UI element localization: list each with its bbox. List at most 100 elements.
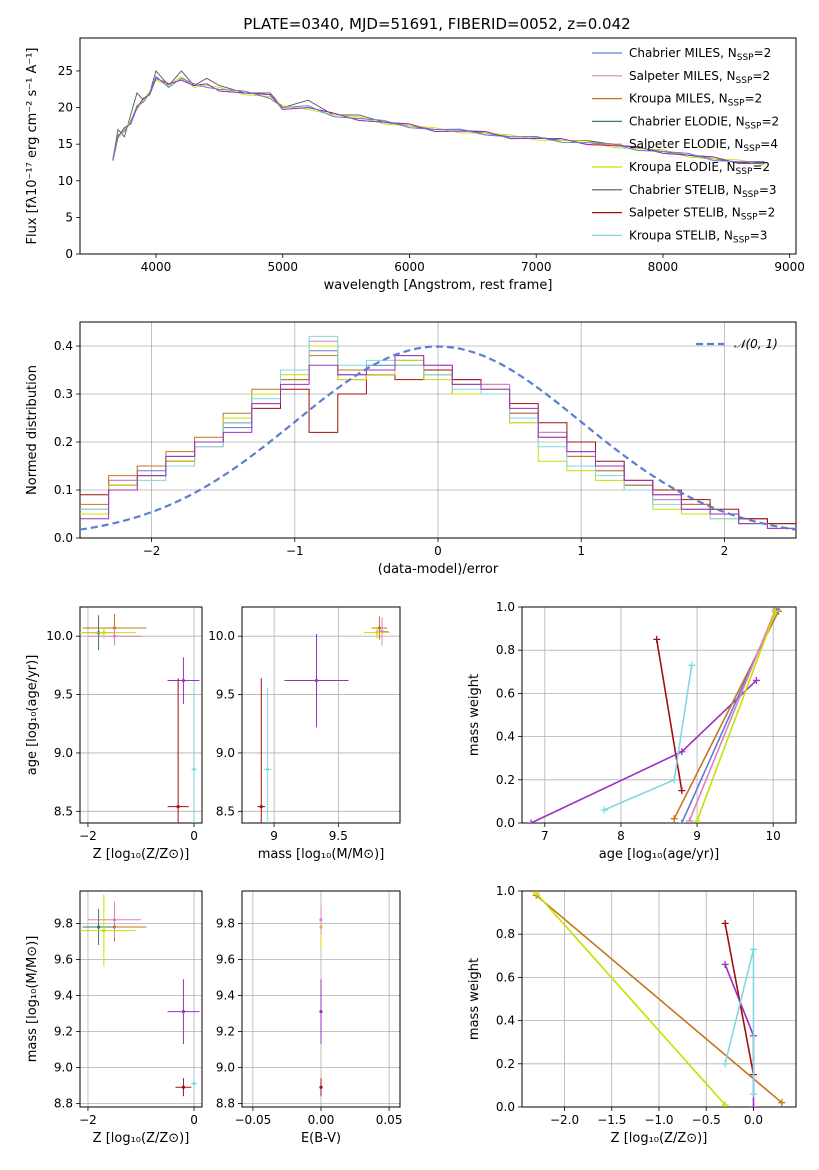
x-tick-label: 9.5 (329, 829, 348, 843)
scatter-point (102, 929, 106, 933)
legend-label-sub: SSP (736, 76, 753, 86)
panel-mass_weight_vs_age: 7 8 9 10 0.0 0.2 0.4 0.6 0.8 1.0 age [log₁₀(age/yr… (467, 600, 797, 862)
axes-frame (521, 606, 797, 824)
legend-label-sub: SSP (737, 53, 754, 63)
x-tick-label: −1.0 (644, 1113, 673, 1127)
y-tick-label: 8.8 (54, 1096, 73, 1110)
x-tick-label: 9000 (774, 260, 805, 274)
x-axis-label: mass [log₁₀(M/M⊙)] (258, 847, 385, 862)
y-tick-label: 9.8 (216, 916, 235, 930)
series-line (696, 611, 777, 822)
plus-marker (721, 1101, 729, 1107)
x-tick-label: 9 (693, 829, 701, 843)
scatter-point (181, 678, 186, 683)
y-tick-label: 9.8 (54, 916, 73, 930)
y-tick-label: 0.6 (496, 686, 515, 700)
legend-label-main: Salpeter ELODIE, N (629, 137, 743, 151)
scatter-point (96, 925, 101, 929)
legend-label: Kroupa MILES, NSSP=2 (629, 92, 762, 109)
y-tick-label: 0.2 (496, 1057, 515, 1071)
plus-marker (771, 607, 779, 615)
y-tick-label: 9.2 (54, 1024, 73, 1038)
legend-label-sub: SSP (728, 99, 745, 109)
gaussian-curve (80, 345, 796, 531)
scatter-point (181, 1010, 186, 1014)
series-line (535, 894, 783, 1104)
panel-age_vs_mass: 9 9.5 8.5 9.0 9.5 10.0 mass [log₁₀(M/M⊙)] (208, 606, 401, 862)
x-tick-label: 9 (270, 829, 278, 843)
legend-label: Salpeter ELODIE, NSSP=4 (629, 137, 778, 154)
plus-marker (721, 1060, 729, 1068)
legend-label: Kroupa ELODIE, NSSP=2 (629, 160, 770, 177)
x-tick-label: 8000 (648, 260, 679, 274)
scatter-point (314, 678, 319, 683)
y-tick-label: 8.8 (216, 1096, 235, 1110)
x-tick-label: 0 (190, 1113, 198, 1127)
legend-label-tail: =2 (754, 46, 772, 60)
y-tick-label: 10.0 (46, 629, 73, 643)
y-tick-label: 25 (58, 64, 73, 78)
x-tick-label: −0.5 (692, 1113, 721, 1127)
legend-label-main: Chabrier MILES, N (629, 46, 737, 60)
plus-marker (749, 1090, 757, 1098)
plus-marker (678, 748, 686, 756)
y-tick-label: 0.0 (54, 531, 73, 545)
y-tick-label: 0.2 (54, 435, 73, 449)
y-tick-label: 0.4 (54, 339, 73, 353)
x-axis-label: Z [log₁₀(Z/Z⊙)] (93, 847, 190, 862)
y-tick-label: 9.0 (54, 746, 73, 760)
y-tick-label: 8.5 (54, 804, 73, 818)
plot-area-mass_weight_vs_age (527, 607, 782, 823)
plus-marker (721, 960, 729, 968)
x-tick-label: −2.0 (550, 1113, 579, 1127)
y-tick-label: 1.0 (496, 884, 515, 898)
legend-label: Kroupa STELIB, NSSP=3 (629, 228, 767, 245)
series-line (724, 949, 755, 1094)
y-tick-label: 9.5 (54, 688, 73, 702)
x-axis-label: age [log₁₀(age/yr)] (599, 847, 720, 862)
plus-marker (678, 819, 686, 823)
plus-marker (670, 815, 678, 823)
legend-label-tail: =3 (750, 228, 768, 242)
legend-label-main: Salpeter MILES, N (629, 69, 736, 83)
y-tick-label: 0.3 (54, 387, 73, 401)
y-axis-label: Normed distribution (25, 365, 40, 495)
y-tick-label: 0.0 (496, 1100, 515, 1114)
x-tick-label: −1.5 (597, 1113, 626, 1127)
series-line (724, 964, 755, 1107)
x-tick-label: 10 (766, 829, 781, 843)
x-tick-label: 1 (577, 544, 585, 558)
plot-area-residuals (80, 335, 796, 531)
x-tick-label: 0.00 (308, 1113, 335, 1127)
y-tick-label: 10 (58, 174, 73, 188)
axes-frame (241, 890, 401, 1108)
y-tick-label: 8.5 (216, 804, 235, 818)
y-axis-label: Flux [fλ10⁻¹⁷ erg cm⁻² s⁻¹ A⁻¹] (25, 48, 40, 245)
histogram-step-line (80, 335, 796, 529)
scatter-point (377, 626, 382, 630)
legend-label: Salpeter STELIB, NSSP=2 (629, 206, 775, 223)
series-line (535, 892, 726, 1106)
plus-marker (749, 945, 757, 953)
x-tick-label: −2 (79, 829, 97, 843)
scatter-point (319, 1085, 323, 1089)
scatter-point (112, 918, 117, 922)
x-tick-label: −1 (286, 544, 304, 558)
legend-label-sub: SSP (741, 213, 758, 223)
y-tick-label: 10.0 (208, 629, 235, 643)
legend-label-tail: =2 (761, 114, 779, 128)
plus-marker (693, 817, 701, 823)
scatter-point (176, 805, 180, 809)
scatter-point (259, 805, 263, 809)
scatter-point (319, 1010, 323, 1014)
x-tick-label: 6000 (394, 260, 425, 274)
y-axis-label: mass [log₁₀(M/M⊙)] (25, 936, 40, 1063)
y-tick-label: 0.4 (496, 730, 515, 744)
plus-marker (749, 1103, 757, 1107)
y-tick-label: 0 (65, 247, 73, 261)
y-tick-label: 9.6 (54, 952, 73, 966)
plus-marker (678, 787, 686, 795)
plot-area-age_vs_Z (80, 614, 200, 823)
plus-marker (778, 1099, 786, 1107)
legend-label-tail: =4 (760, 137, 778, 151)
